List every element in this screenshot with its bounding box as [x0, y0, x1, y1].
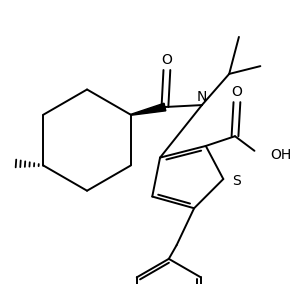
- Text: O: O: [161, 53, 172, 67]
- Text: OH: OH: [270, 148, 291, 162]
- Text: O: O: [231, 86, 242, 99]
- Text: S: S: [232, 174, 241, 188]
- Text: N: N: [197, 90, 207, 104]
- Polygon shape: [131, 103, 166, 115]
